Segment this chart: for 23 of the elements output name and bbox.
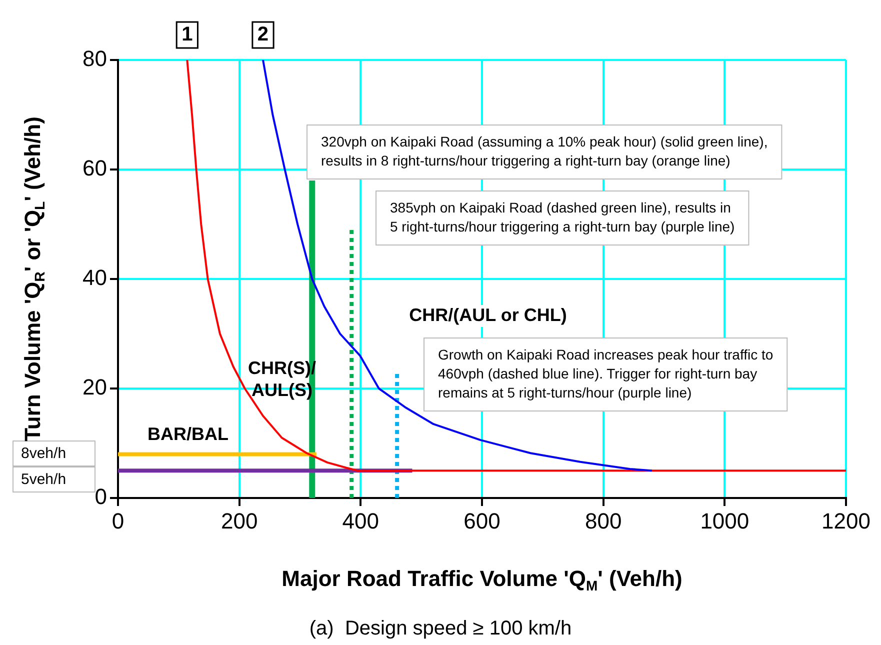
text: 8veh/h	[21, 445, 66, 462]
y-axis-title: Turn Volume 'QR' or 'QL' (Veh/h)	[20, 116, 48, 442]
text: (a) Design speed ≥ 100 km/h	[309, 618, 572, 640]
series-label: 2	[257, 24, 269, 46]
annotation: 320vph on Kaipaki Road (assuming a 10% peak hour) (solid green line), results in 8 right-turns/hour triggering a right-turn bay (orange line)	[321, 133, 768, 168]
x-tick-label: 400	[342, 508, 380, 534]
text: 5veh/h	[21, 471, 66, 488]
y-tick-label: 60	[82, 156, 107, 181]
series-label: 1	[182, 24, 193, 46]
y-tick-label: 80	[82, 46, 107, 72]
annotation: 385vph on Kaipaki Road (dashed green line), results in 5 right-turns/hour triggering a right-turn bay (purple line)	[390, 199, 735, 234]
x-tick-label: 1200	[822, 508, 870, 534]
y-tick-label: 0	[94, 484, 107, 510]
x-tick-label: 800	[584, 508, 622, 534]
y-tick-label: 40	[82, 265, 107, 290]
annotation: BAR/BAL	[148, 424, 228, 444]
y-tick-label: 20	[82, 374, 107, 400]
x-tick-label: 0	[112, 508, 124, 534]
x-tick-label: 200	[220, 508, 258, 534]
annotation: Growth on Kaipaki Road increases peak hour traffic to 460vph (dashed blue line). Trigger for right-turn bay remains at 5 right-turns/hour (purple line)	[438, 346, 774, 400]
x-tick-label: 600	[464, 508, 500, 534]
x-tick-label: 1000	[700, 508, 750, 534]
annotation: CHR/(AUL or CHL)	[409, 304, 567, 325]
